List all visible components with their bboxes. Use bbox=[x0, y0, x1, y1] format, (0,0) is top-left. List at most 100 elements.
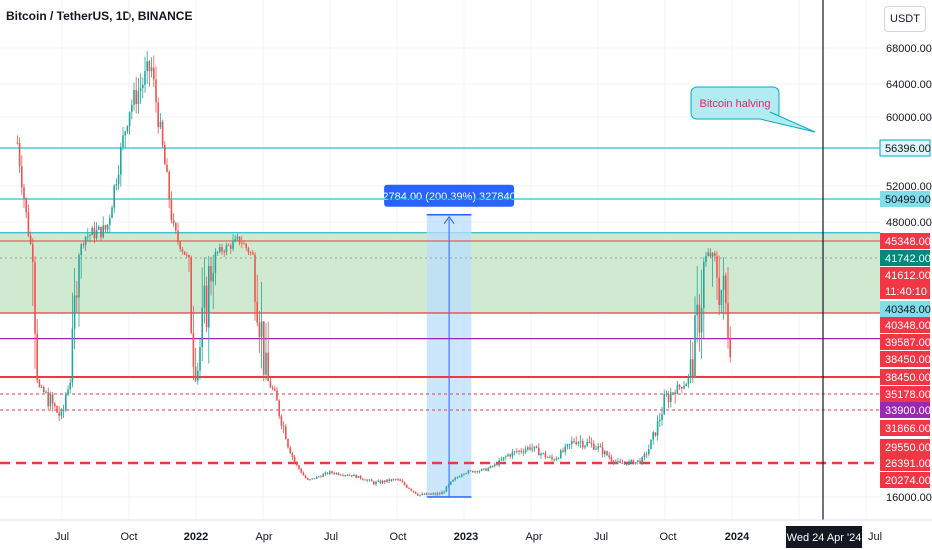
candle-body bbox=[542, 452, 544, 454]
candle-body bbox=[678, 384, 681, 387]
price-tag-bg bbox=[880, 267, 930, 283]
candle-body bbox=[126, 126, 129, 132]
candle-body bbox=[656, 421, 659, 436]
candle-body bbox=[430, 493, 432, 495]
candle-body bbox=[476, 471, 478, 473]
candle-body bbox=[27, 212, 30, 236]
candle-body bbox=[588, 442, 591, 443]
candle-body bbox=[208, 266, 210, 328]
candle-body bbox=[582, 441, 584, 448]
candle-body bbox=[335, 473, 338, 474]
candle-body bbox=[100, 226, 102, 238]
candle-body bbox=[637, 460, 639, 462]
time-tick-label: Jul bbox=[55, 531, 69, 543]
candle-body bbox=[51, 394, 54, 404]
price-tag-bg bbox=[880, 472, 930, 488]
price-tag-bg bbox=[880, 334, 930, 350]
candle-body bbox=[676, 384, 679, 394]
candle-body bbox=[472, 470, 474, 473]
candle-body bbox=[238, 236, 241, 244]
candle-body bbox=[296, 462, 298, 466]
candle-body bbox=[491, 465, 494, 467]
candle-body bbox=[500, 459, 503, 461]
candle-body bbox=[199, 347, 201, 371]
candle-body bbox=[106, 224, 109, 230]
candle-body bbox=[76, 295, 78, 298]
candle-body bbox=[252, 252, 254, 255]
candle-body bbox=[571, 441, 573, 445]
candle-body bbox=[364, 479, 366, 481]
candle-body bbox=[29, 235, 32, 245]
candle-body bbox=[529, 447, 531, 450]
price-tag: 39587.00 bbox=[885, 337, 931, 349]
candle-body bbox=[606, 451, 608, 456]
candle-body bbox=[579, 441, 582, 443]
candle-body bbox=[331, 471, 333, 473]
candle-body bbox=[467, 470, 470, 474]
candle-body bbox=[604, 451, 606, 455]
candle-body bbox=[714, 253, 716, 256]
candle-body bbox=[463, 473, 465, 475]
price-tag: 38450.00 bbox=[885, 372, 931, 384]
price-tick-label: 48000.00 bbox=[886, 217, 932, 229]
candle-body bbox=[265, 352, 267, 375]
candle-body bbox=[168, 171, 170, 200]
candle-body bbox=[597, 446, 599, 449]
time-axis: Jul Oct 2022 Apr Jul Oct 2023 Apr Jul Oct 2024 Jul W… bbox=[0, 519, 932, 548]
candle-body bbox=[608, 455, 610, 458]
candle-body bbox=[687, 378, 690, 384]
price-axis: 16000.00 48000.00 52000.00 60000.00 64000.00… bbox=[886, 43, 932, 504]
candle-body bbox=[522, 451, 525, 453]
currency-button[interactable]: USDT bbox=[884, 6, 926, 32]
candle-body bbox=[315, 476, 318, 479]
candle-body bbox=[249, 252, 252, 253]
candle-body bbox=[69, 382, 71, 390]
candle-body bbox=[533, 446, 536, 449]
candle-body bbox=[177, 230, 179, 243]
candle-body bbox=[641, 457, 643, 464]
candle-body bbox=[150, 67, 153, 72]
candle-body bbox=[645, 453, 648, 455]
candle-body bbox=[421, 493, 423, 495]
candle-body bbox=[494, 464, 496, 467]
candle-body bbox=[142, 85, 144, 89]
candle-body bbox=[183, 251, 186, 255]
candle-body bbox=[564, 446, 566, 452]
price-tag-bg bbox=[880, 250, 930, 266]
candle-body bbox=[377, 480, 379, 482]
candle-body bbox=[359, 475, 362, 479]
price-tick-label: 52000.00 bbox=[886, 181, 932, 193]
candle-body bbox=[692, 359, 694, 379]
candle-body bbox=[318, 476, 320, 478]
time-tick-label: 2022 bbox=[184, 531, 208, 543]
candle-body bbox=[623, 463, 626, 465]
candle-body bbox=[258, 322, 261, 337]
callout-text: Bitcoin halving bbox=[700, 98, 771, 110]
candle-body bbox=[667, 393, 670, 402]
price-tag-bg bbox=[880, 402, 930, 418]
price-tag: 40348.00 bbox=[885, 320, 931, 332]
candle-body bbox=[586, 442, 588, 446]
candle-body bbox=[395, 479, 397, 481]
candle-body bbox=[164, 145, 166, 165]
candle-body bbox=[227, 245, 230, 247]
candle-body bbox=[428, 493, 430, 495]
horizontal-lines bbox=[0, 147, 880, 465]
candle-body bbox=[562, 450, 564, 452]
halving-callout: Bitcoin halving bbox=[690, 0, 824, 520]
candle-body bbox=[56, 406, 58, 413]
candle-body bbox=[478, 470, 481, 473]
candle-body bbox=[584, 445, 586, 448]
candle-body bbox=[454, 477, 456, 480]
candle-body bbox=[60, 411, 63, 416]
candle-body bbox=[113, 185, 115, 208]
candle-body bbox=[417, 493, 419, 496]
candle-body bbox=[399, 479, 401, 482]
candle-body bbox=[626, 463, 628, 465]
price-tag-bg bbox=[880, 317, 930, 333]
candle-body bbox=[729, 338, 731, 358]
candle-body bbox=[221, 246, 223, 252]
candle-body bbox=[485, 468, 487, 471]
candle-body bbox=[566, 444, 569, 447]
